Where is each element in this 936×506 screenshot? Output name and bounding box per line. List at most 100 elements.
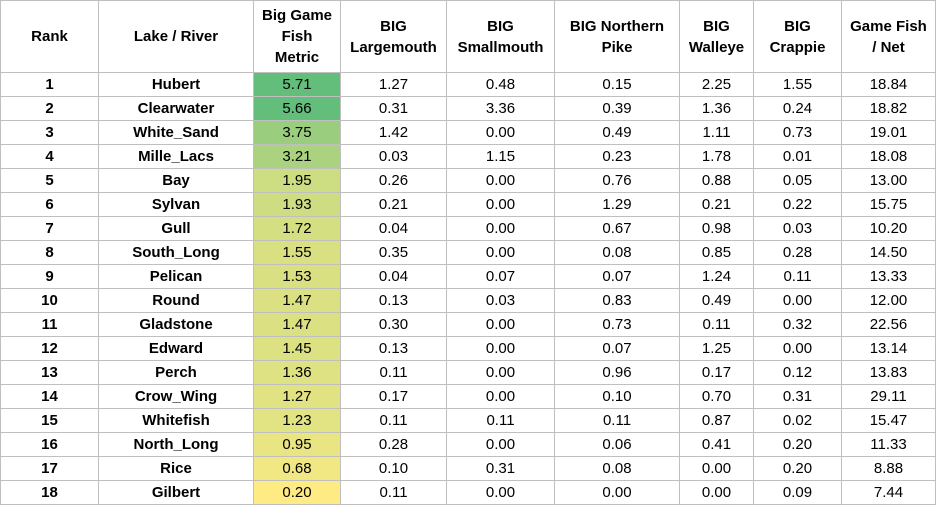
cell-lake: Whitefish [98,408,254,433]
header-line: Largemouth [350,38,437,56]
cell-smallmouth: 0.00 [446,216,555,241]
cell-largemouth: 0.13 [340,336,447,361]
cell-net: 12.00 [841,288,936,313]
cell-lake: Clearwater [98,96,254,121]
header-big-crappie: BIG Crappie [753,0,842,73]
header-big-walleye: BIG Walleye [679,0,754,73]
cell-metric: 1.36 [253,360,341,385]
cell-net: 13.83 [841,360,936,385]
cell-metric: 1.93 [253,192,341,217]
header-line: Walleye [688,38,745,56]
cell-crappie: 0.28 [753,240,842,265]
cell-largemouth: 0.17 [340,384,447,409]
header-line: Game Fish [850,17,927,35]
cell-lake: Sylvan [98,192,254,217]
cell-lake: Round [98,288,254,313]
cell-largemouth: 0.26 [340,168,447,193]
cell-crappie: 0.12 [753,360,842,385]
header-line: BIG [380,17,407,35]
cell-largemouth: 0.28 [340,432,447,457]
cell-net: 7.44 [841,480,936,505]
cell-smallmouth: 0.07 [446,264,555,289]
cell-lake: North_Long [98,432,254,457]
cell-smallmouth: 0.00 [446,192,555,217]
cell-net: 18.08 [841,144,936,169]
cell-walleye: 1.11 [679,120,754,145]
table-row: 5 Bay 1.95 0.26 0.00 0.76 0.88 0.05 13.00 [0,168,936,193]
table-row: 3 White_Sand 3.75 1.42 0.00 0.49 1.11 0.73 19.01 [0,120,936,145]
cell-metric: 1.47 [253,312,341,337]
cell-rank: 18 [0,480,99,505]
cell-rank: 14 [0,384,99,409]
cell-net: 13.14 [841,336,936,361]
header-row: Rank Lake / River Big Game Fish Metric BIG… [0,0,936,73]
header-line: BIG [487,17,514,35]
cell-pike: 0.10 [554,384,680,409]
cell-pike: 1.29 [554,192,680,217]
header-line: BIG [703,17,730,35]
cell-walleye: 0.00 [679,480,754,505]
cell-pike: 0.73 [554,312,680,337]
cell-pike: 0.76 [554,168,680,193]
cell-metric: 3.21 [253,144,341,169]
table-body: 1 Hubert 5.71 1.27 0.48 0.15 2.25 1.55 18.84 2 Cle… [0,72,936,505]
cell-lake: Gladstone [98,312,254,337]
cell-lake: White_Sand [98,120,254,145]
cell-rank: 1 [0,72,99,97]
cell-net: 11.33 [841,432,936,457]
cell-net: 19.01 [841,120,936,145]
cell-largemouth: 0.35 [340,240,447,265]
table-row: 10 Round 1.47 0.13 0.03 0.83 0.49 0.00 12.00 [0,288,936,313]
cell-smallmouth: 0.00 [446,120,555,145]
cell-smallmouth: 0.03 [446,288,555,313]
cell-walleye: 0.17 [679,360,754,385]
cell-walleye: 1.25 [679,336,754,361]
cell-walleye: 0.87 [679,408,754,433]
cell-walleye: 1.36 [679,96,754,121]
table-row: 17 Rice 0.68 0.10 0.31 0.08 0.00 0.20 8.88 [0,456,936,481]
cell-net: 22.56 [841,312,936,337]
cell-crappie: 0.73 [753,120,842,145]
cell-largemouth: 1.27 [340,72,447,97]
cell-rank: 17 [0,456,99,481]
table-row: 4 Mille_Lacs 3.21 0.03 1.15 0.23 1.78 0.01 18.08 [0,144,936,169]
cell-pike: 0.96 [554,360,680,385]
cell-lake: Perch [98,360,254,385]
cell-crappie: 0.09 [753,480,842,505]
cell-metric: 5.71 [253,72,341,97]
cell-lake: Rice [98,456,254,481]
cell-metric: 1.23 [253,408,341,433]
cell-net: 8.88 [841,456,936,481]
cell-crappie: 0.22 [753,192,842,217]
cell-largemouth: 0.11 [340,360,447,385]
cell-largemouth: 0.13 [340,288,447,313]
header-game-fish-per-net: Game Fish / Net [841,0,936,73]
cell-smallmouth: 0.31 [446,456,555,481]
cell-largemouth: 0.11 [340,480,447,505]
table-row: 14 Crow_Wing 1.27 0.17 0.00 0.10 0.70 0.31 29.11 [0,384,936,409]
cell-net: 10.20 [841,216,936,241]
cell-walleye: 0.21 [679,192,754,217]
header-lake-river: Lake / River [98,0,254,73]
cell-rank: 10 [0,288,99,313]
cell-crappie: 0.02 [753,408,842,433]
cell-walleye: 0.98 [679,216,754,241]
cell-metric: 1.55 [253,240,341,265]
header-line: Lake / River [133,28,219,45]
cell-walleye: 0.88 [679,168,754,193]
table-row: 18 Gilbert 0.20 0.11 0.00 0.00 0.00 0.09 7.44 [0,480,936,505]
cell-walleye: 0.11 [679,312,754,337]
header-line: Big Game [261,7,333,24]
table-header: Rank Lake / River Big Game Fish Metric BIG… [0,0,936,73]
cell-walleye: 1.24 [679,264,754,289]
cell-crappie: 0.20 [753,456,842,481]
table-row: 12 Edward 1.45 0.13 0.00 0.07 1.25 0.00 13.14 [0,336,936,361]
table-row: 8 South_Long 1.55 0.35 0.00 0.08 0.85 0.28 14.50 [0,240,936,265]
cell-metric: 0.20 [253,480,341,505]
cell-rank: 6 [0,192,99,217]
cell-walleye: 1.78 [679,144,754,169]
cell-metric: 1.47 [253,288,341,313]
cell-crappie: 0.00 [753,288,842,313]
cell-metric: 0.95 [253,432,341,457]
cell-rank: 5 [0,168,99,193]
